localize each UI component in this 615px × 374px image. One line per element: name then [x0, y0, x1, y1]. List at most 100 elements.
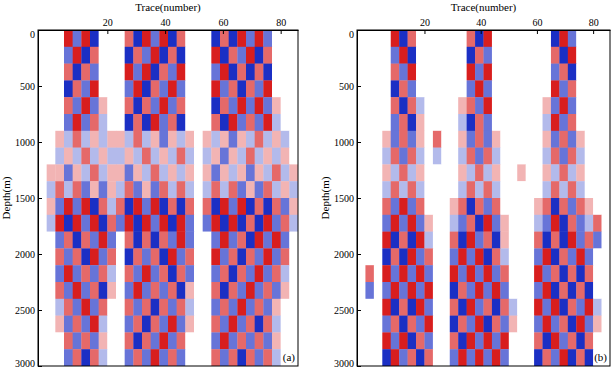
heat-cell: [492, 164, 501, 181]
heat-cell: [107, 148, 116, 165]
heat-cell: [281, 332, 290, 349]
heat-cell: [185, 181, 194, 198]
heat-cell: [246, 64, 255, 81]
heat-cell: [509, 232, 518, 249]
heat-cell: [551, 181, 560, 198]
heat-cell: [133, 198, 142, 215]
heat-cell: [500, 232, 509, 249]
heat-cell: [237, 114, 246, 131]
heat-cell: [237, 148, 246, 165]
heat-cell: [416, 316, 425, 333]
heat-cell: [142, 164, 151, 181]
heat-cell: [433, 30, 442, 47]
heat-cell: [526, 349, 535, 366]
heat-cell: [263, 181, 272, 198]
heat-cell: [441, 114, 450, 131]
heat-cell: [125, 64, 134, 81]
heat-cell: [177, 30, 186, 47]
heat-cell: [450, 232, 459, 249]
heat-cell: [585, 215, 594, 232]
heat-cell: [203, 148, 212, 165]
heat-cell: [90, 215, 99, 232]
heat-cell: [551, 47, 560, 64]
heat-cell: [484, 97, 493, 114]
heat-cell: [246, 181, 255, 198]
heat-cell: [374, 316, 383, 333]
heat-cell: [81, 332, 90, 349]
heat-cell: [151, 30, 160, 47]
heat-cell: [576, 332, 585, 349]
heat-cell: [229, 198, 238, 215]
heat-cell: [194, 148, 203, 165]
heat-cell: [492, 316, 501, 333]
heat-cell: [576, 148, 585, 165]
heat-cell: [220, 299, 229, 316]
heat-cell: [559, 30, 568, 47]
heat-cell: [133, 97, 142, 114]
heat-cell: [220, 164, 229, 181]
tick: 2000: [334, 249, 361, 260]
heat-cell: [424, 131, 433, 148]
heat-cell: [73, 282, 82, 299]
heat-cell: [263, 248, 272, 265]
heat-cell: [408, 332, 417, 349]
heat-cell: [543, 47, 552, 64]
heat-cell: [73, 97, 82, 114]
heat-cell: [203, 332, 212, 349]
heat-cell: [90, 332, 99, 349]
tick-label: 2000: [15, 249, 35, 260]
heat-cell: [551, 299, 560, 316]
heat-cell: [203, 265, 212, 282]
heat-cell: [475, 299, 484, 316]
heat-cell: [467, 97, 476, 114]
heat-cell: [99, 215, 108, 232]
heat-cell: [168, 97, 177, 114]
heat-cell: [585, 265, 594, 282]
heat-cell: [203, 64, 212, 81]
heat-cell: [255, 232, 264, 249]
heat-cell: [272, 282, 281, 299]
heat-cell: [509, 265, 518, 282]
heat-cell: [509, 299, 518, 316]
heat-cell: [73, 30, 82, 47]
heat-cell: [509, 349, 518, 366]
heat-cell: [399, 181, 408, 198]
heat-cell: [116, 332, 125, 349]
heat-cell: [289, 265, 298, 282]
heat-cell: [357, 248, 366, 265]
tick-label: 1000: [15, 137, 35, 148]
heat-cell: [99, 131, 108, 148]
heat-cell: [382, 198, 391, 215]
heat-cell: [543, 265, 552, 282]
heat-cell: [73, 332, 82, 349]
heat-cell: [211, 282, 220, 299]
heat-cell: [289, 114, 298, 131]
heat-cell: [81, 232, 90, 249]
panel-label: (a): [283, 351, 296, 364]
heat-cell: [593, 148, 602, 165]
heat-cell: [500, 164, 509, 181]
heat-cell: [526, 248, 535, 265]
heat-cell: [281, 164, 290, 181]
tick: 500: [339, 81, 361, 92]
heat-cell: [281, 148, 290, 165]
heat-cell: [64, 164, 73, 181]
heat-cell: [99, 282, 108, 299]
heat-cell: [125, 97, 134, 114]
heat-cell: [55, 114, 64, 131]
heat-cell: [534, 131, 543, 148]
tick-mark: [38, 198, 42, 199]
heat-cell: [424, 265, 433, 282]
tick: 80: [589, 17, 599, 34]
x-axis: 20406080: [39, 17, 299, 34]
heat-cell: [168, 47, 177, 64]
heat-cell: [38, 131, 47, 148]
heat-cell: [441, 80, 450, 97]
heat-cell: [55, 332, 64, 349]
heat-cell: [500, 265, 509, 282]
heat-cell: [408, 232, 417, 249]
heat-cell: [551, 164, 560, 181]
heat-cell: [47, 148, 56, 165]
heat-cell: [47, 299, 56, 316]
heat-cell: [585, 299, 594, 316]
